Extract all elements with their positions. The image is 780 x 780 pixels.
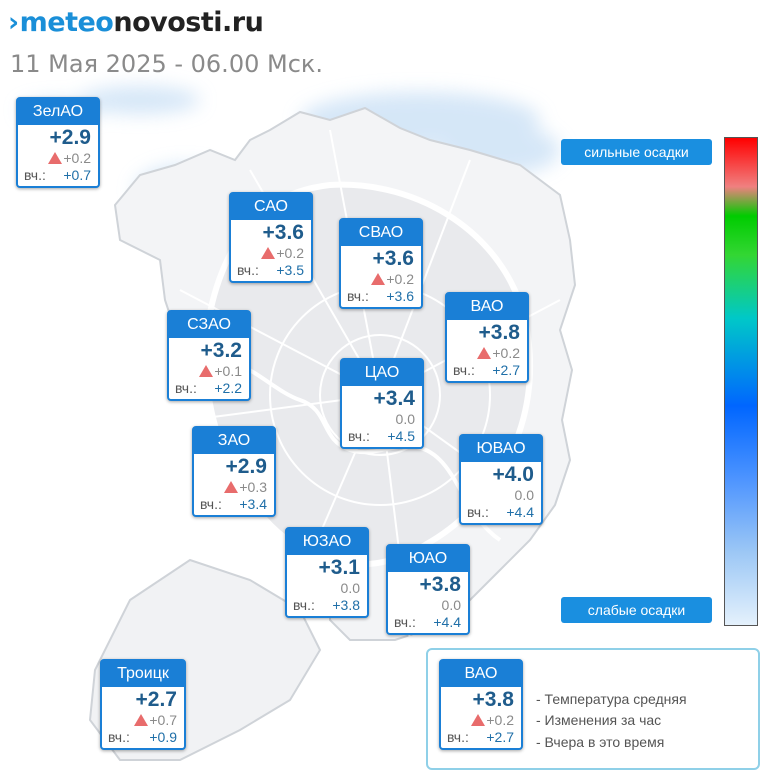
district-card-cao[interactable]: ЦАО +3.4 0.0 вч.: +4.5	[340, 358, 424, 449]
yesterday-row: вч.: +2.2	[175, 380, 242, 396]
legend-sample-card: ВАО +3.8 +0.2 вч.: +2.7	[439, 659, 523, 750]
district-name: СЗАО	[169, 312, 249, 338]
yesterday-row: вч.: +4.4	[394, 614, 461, 630]
yesterday-row: вч.: +2.7	[447, 729, 514, 745]
hourly-change: +0.2	[231, 245, 311, 262]
rise-triangle-icon	[199, 365, 214, 377]
district-name: ЮЗАО	[287, 529, 367, 555]
site-logo[interactable]: ›meteonovosti.ru	[8, 7, 264, 38]
yesterday-row: вч.: +4.4	[467, 504, 534, 520]
district-name: ВАО	[441, 661, 521, 687]
yesterday-row: вч.: +3.5	[237, 262, 304, 278]
district-name: Троицк	[102, 661, 184, 687]
district-card-szao[interactable]: СЗАО +3.2 +0.1 вч.: +2.2	[167, 310, 251, 401]
hourly-change: 0.0	[340, 580, 360, 596]
yesterday-row: вч.: +3.6	[347, 288, 414, 304]
moskva-river	[199, 356, 502, 542]
temperature-value: +3.6	[262, 221, 304, 244]
rise-triangle-icon	[224, 481, 239, 493]
district-name: ЮАО	[388, 546, 468, 572]
rise-triangle-icon	[134, 714, 149, 726]
temperature-value: +3.8	[472, 688, 514, 711]
temperature-value: +3.8	[419, 573, 461, 596]
hourly-change: +0.1	[169, 363, 249, 380]
yesterday-row: вч.: +0.9	[108, 729, 177, 745]
district-card-yuao[interactable]: ЮАО +3.8 0.0 вч.: +4.4	[386, 544, 470, 635]
rise-triangle-icon	[371, 273, 386, 285]
hourly-change: +0.2	[341, 271, 421, 288]
hourly-change: 0.0	[441, 597, 461, 613]
temperature-value: +2.7	[135, 688, 177, 711]
precipitation-scale	[724, 137, 758, 626]
legend-line-change: - Изменения за час	[536, 712, 662, 728]
district-name: ЮВАО	[461, 436, 541, 462]
district-name: ВАО	[447, 294, 527, 320]
district-card-zelao[interactable]: ЗелАО +2.9 +0.2 вч.: +0.7	[16, 97, 100, 188]
hourly-change: +0.7	[102, 712, 184, 729]
hourly-change: +0.2	[441, 712, 521, 729]
yesterday-row: вч.: +3.4	[200, 496, 267, 512]
temperature-value: +3.8	[478, 321, 520, 344]
district-card-svao[interactable]: СВАО +3.6 +0.2 вч.: +3.6	[339, 218, 423, 309]
rise-triangle-icon	[471, 714, 486, 726]
yesterday-row: вч.: +3.8	[293, 597, 360, 613]
temperature-value: +3.6	[372, 247, 414, 270]
yesterday-row: вч.: +0.7	[24, 167, 91, 183]
hourly-change: +0.3	[194, 479, 274, 496]
temperature-value: +3.1	[318, 556, 360, 579]
hourly-change: +0.2	[447, 345, 527, 362]
temperature-value: +4.0	[492, 463, 534, 486]
district-name: ЗелАО	[18, 99, 98, 125]
temperature-value: +3.4	[373, 387, 415, 410]
legend-line-temperature: - Температура средняя	[536, 691, 687, 707]
rise-triangle-icon	[261, 247, 276, 259]
district-card-yuvao[interactable]: ЮВАО +4.0 0.0 вч.: +4.4	[459, 434, 543, 525]
hourly-change: +0.2	[18, 150, 98, 167]
district-card-yuzao[interactable]: ЮЗАО +3.1 0.0 вч.: +3.8	[285, 527, 369, 618]
yesterday-row: вч.: +4.5	[348, 428, 415, 444]
temperature-value: +2.9	[225, 455, 267, 478]
district-card-zao[interactable]: ЗАО +2.9 +0.3 вч.: +3.4	[192, 426, 276, 517]
rise-triangle-icon	[48, 152, 63, 164]
district-name: ЦАО	[342, 360, 422, 386]
district-card-troitsk[interactable]: Троицк +2.7 +0.7 вч.: +0.9	[100, 659, 186, 750]
forecast-datetime: 11 Мая 2025 - 06.00 Мск.	[10, 50, 324, 78]
yesterday-row: вч.: +2.7	[453, 362, 520, 378]
temperature-value: +3.2	[200, 339, 242, 362]
district-card-sao[interactable]: САО +3.6 +0.2 вч.: +3.5	[229, 192, 313, 283]
district-card-vao[interactable]: ВАО +3.8 +0.2 вч.: +2.7	[445, 292, 529, 383]
hourly-change: 0.0	[514, 487, 534, 503]
logo-mark-icon: ›	[8, 7, 19, 38]
legend-line-yesterday: - Вчера в это время	[536, 734, 665, 750]
hourly-change: 0.0	[395, 411, 415, 427]
rise-triangle-icon	[477, 347, 492, 359]
district-name: САО	[231, 194, 311, 220]
district-name: СВАО	[341, 220, 421, 246]
scale-label-light: слабые осадки	[561, 597, 712, 623]
district-name: ЗАО	[194, 428, 274, 454]
scale-label-heavy: сильные осадки	[561, 139, 712, 165]
temperature-value: +2.9	[49, 126, 91, 149]
